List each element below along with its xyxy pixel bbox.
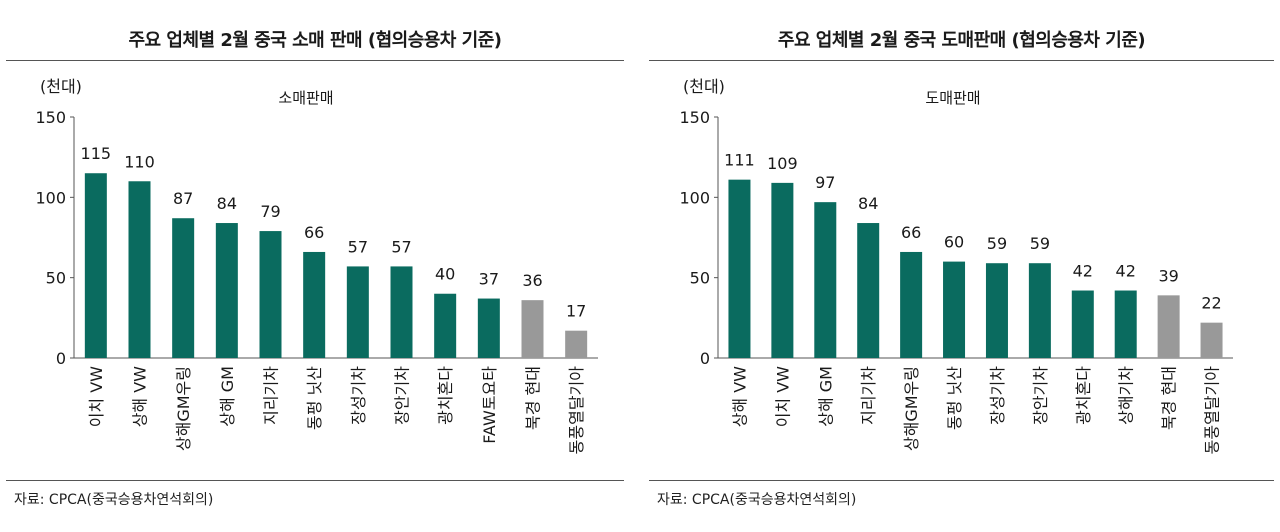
bar xyxy=(900,251,923,358)
bar xyxy=(521,300,544,358)
data-label: 111 xyxy=(724,151,755,170)
category-label: 이치 VW xyxy=(773,366,792,427)
y-tick-label: 0 xyxy=(56,349,66,368)
series-label: 도매판매 xyxy=(925,89,980,107)
data-label: 59 xyxy=(1030,234,1050,253)
data-label: 42 xyxy=(1116,262,1136,281)
data-label: 22 xyxy=(1201,294,1221,313)
bar xyxy=(814,202,837,358)
source-note: 자료: CPCA(중국승용차연석회의) xyxy=(14,492,214,508)
bar xyxy=(259,231,282,358)
data-label: 40 xyxy=(435,265,455,284)
series-label: 소매판매 xyxy=(278,89,333,107)
source-rule xyxy=(6,480,624,481)
category-label: 동펑 닛산 xyxy=(305,366,324,430)
data-label: 37 xyxy=(479,270,499,289)
bar xyxy=(565,330,588,358)
data-label: 66 xyxy=(304,223,324,242)
category-label: 상해 GM xyxy=(218,366,237,427)
category-label: 지리기차 xyxy=(262,366,281,425)
bar xyxy=(346,266,369,358)
data-label: 39 xyxy=(1158,266,1178,285)
bar xyxy=(1028,263,1051,358)
data-label: 109 xyxy=(767,154,798,173)
category-label: 북경 현대 xyxy=(1160,366,1179,430)
bar xyxy=(1157,295,1180,358)
retail-sales-bar-chart: 0 50 100 150 (천대) 소매판매 115 이치 VW 110 상해 VW 87 상해GM우… xyxy=(35,77,598,455)
category-label: 상해GM우링 xyxy=(174,366,193,451)
y-unit-label: (천대) xyxy=(40,77,82,96)
y-tick-label: 100 xyxy=(35,188,66,207)
category-label: 장성기차 xyxy=(988,366,1007,425)
category-label: 상해GM우링 xyxy=(902,366,921,451)
source-note: 자료: CPCA(중국승용차연석회의) xyxy=(657,492,857,508)
category-label: 장안기차 xyxy=(1031,366,1050,425)
bar xyxy=(303,251,326,358)
category-label: FAW토요타 xyxy=(480,366,499,444)
category-label: 동풍열달기아 xyxy=(1203,366,1222,455)
data-label: 79 xyxy=(260,202,280,221)
bar xyxy=(1114,290,1137,358)
bar xyxy=(1200,322,1223,358)
data-label: 57 xyxy=(348,237,368,256)
category-label: 상해 GM xyxy=(816,366,835,427)
title-rule xyxy=(649,60,1274,61)
category-label: 북경 현대 xyxy=(524,366,543,430)
data-label: 59 xyxy=(987,234,1007,253)
category-label: 동풍열달기아 xyxy=(567,366,586,455)
data-label: 17 xyxy=(566,302,586,321)
y-tick-label: 100 xyxy=(679,188,710,207)
data-label: 57 xyxy=(391,237,411,256)
data-label: 87 xyxy=(173,189,193,208)
category-label: 상해기차 xyxy=(1117,366,1136,425)
bar xyxy=(771,182,794,358)
bar xyxy=(477,298,500,358)
source-rule xyxy=(649,480,1274,481)
data-label: 84 xyxy=(858,194,878,213)
category-label: 광치혼다 xyxy=(1074,366,1093,425)
category-label: 광치혼다 xyxy=(436,366,455,425)
category-label: 상해 VW xyxy=(131,366,150,427)
category-label: 상해 VW xyxy=(730,366,749,427)
data-label: 60 xyxy=(944,233,964,252)
title-rule xyxy=(6,60,624,61)
data-label: 115 xyxy=(81,144,112,163)
y-tick-label: 150 xyxy=(679,108,710,127)
wholesale-sales-bar-chart: 0 50 100 150 (천대) 도매판매 111 상해 VW 109 이치 VW 97 상해 GM… xyxy=(679,77,1233,455)
wholesale-sales-panel: 주요 업체별 2월 중국 도매판매 (협의승용차 기준) 0 50 100 150 (천… xyxy=(643,0,1280,532)
category-label: 이치 VW xyxy=(87,366,106,427)
category-label: 동펑 닛산 xyxy=(945,366,964,430)
data-label: 84 xyxy=(217,194,237,213)
bar xyxy=(128,181,151,358)
bar xyxy=(84,173,107,358)
bar xyxy=(985,263,1008,358)
bar xyxy=(857,223,880,358)
y-tick-label: 50 xyxy=(46,269,66,288)
chart-title: 주요 업체별 2월 중국 소매 판매 (협의승용차 기준) xyxy=(128,30,502,51)
bar xyxy=(943,261,966,358)
chart-title: 주요 업체별 2월 중국 도매판매 (협의승용차 기준) xyxy=(777,30,1146,51)
y-tick-label: 50 xyxy=(690,269,710,288)
data-label: 42 xyxy=(1073,262,1093,281)
data-label: 97 xyxy=(815,173,835,192)
category-label: 장성기차 xyxy=(349,366,368,425)
bar xyxy=(1071,290,1094,358)
y-tick-label: 0 xyxy=(700,349,710,368)
y-unit-label: (천대) xyxy=(683,77,725,96)
bar xyxy=(172,218,195,358)
category-label: 지리기차 xyxy=(859,366,878,425)
data-label: 36 xyxy=(522,271,542,290)
bar xyxy=(728,179,751,358)
data-label: 66 xyxy=(901,223,921,242)
y-tick-label: 150 xyxy=(35,108,66,127)
data-label: 110 xyxy=(124,152,155,171)
category-label: 장안기차 xyxy=(393,366,412,425)
retail-sales-panel: 주요 업체별 2월 중국 소매 판매 (협의승용차 기준) 0 50 100 150 (… xyxy=(0,0,630,532)
bar xyxy=(390,266,413,358)
bar xyxy=(215,223,238,358)
bar xyxy=(434,293,457,358)
